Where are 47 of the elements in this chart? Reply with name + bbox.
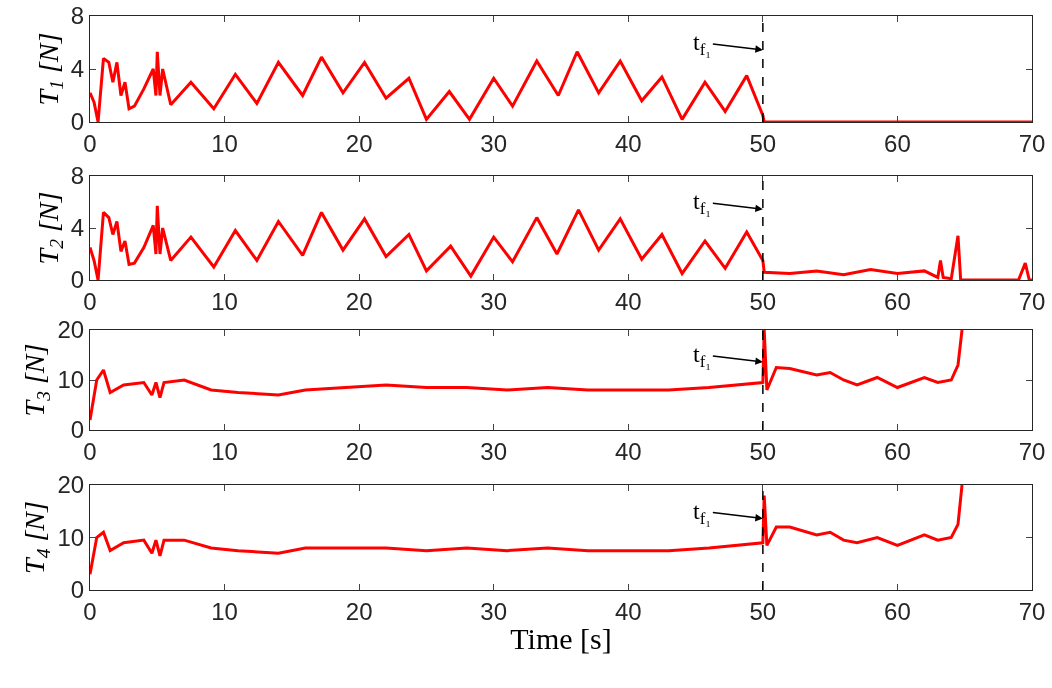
x-tick-label: 20 — [345, 129, 373, 157]
y-tick-label: 0 — [70, 416, 85, 444]
x-tick-label: 30 — [480, 437, 508, 465]
x-tick-label: 50 — [749, 287, 777, 315]
x-tick-label: 70 — [1018, 597, 1046, 625]
x-tick-label: 70 — [1018, 287, 1046, 315]
x-tick-label: 70 — [1018, 437, 1046, 465]
ref-line-label: t$_{f₁}$ — [693, 341, 712, 372]
y-tick-label: 0 — [70, 108, 85, 136]
y-tick-label: 10 — [57, 366, 85, 394]
x-tick-label: 60 — [884, 437, 911, 465]
x-tick-label: 30 — [480, 287, 508, 315]
x-tick-label: 50 — [749, 437, 777, 465]
x-tick-label: 10 — [211, 129, 238, 157]
ref-line-label: t$_{f₁}$ — [693, 188, 712, 219]
x-tick-label: 40 — [614, 437, 642, 465]
y-tick-label: 20 — [57, 471, 85, 499]
x-axis-title: Time [s] — [510, 622, 612, 656]
x-tick-label: 40 — [614, 129, 642, 157]
y-tick-label: 0 — [70, 576, 85, 604]
y-tick-label: 4 — [70, 55, 85, 83]
x-tick-label: 10 — [211, 287, 238, 315]
y-tick-label: 8 — [70, 162, 85, 190]
line-series — [90, 330, 964, 422]
x-tick-label: 30 — [480, 597, 508, 625]
x-tick-label: 20 — [345, 287, 373, 315]
x-tick-label: 20 — [345, 437, 373, 465]
y-tick-label: 0 — [70, 266, 85, 294]
ref-line-label: t$_{f₁}$ — [693, 29, 712, 60]
x-tick-label: 20 — [345, 597, 373, 625]
y-tick-label: 20 — [57, 316, 85, 344]
x-tick-label: 40 — [614, 597, 642, 625]
x-tick-label: 50 — [749, 129, 777, 157]
y-tick-label: 8 — [70, 2, 85, 30]
y-tick-label: 4 — [70, 214, 85, 242]
line-series — [90, 485, 964, 576]
x-tick-label: 50 — [749, 597, 777, 625]
x-tick-label: 70 — [1018, 129, 1046, 157]
x-tick-label: 10 — [211, 597, 238, 625]
x-tick-label: 30 — [480, 129, 508, 157]
x-tick-label: 10 — [211, 437, 238, 465]
x-tick-label: 40 — [614, 287, 642, 315]
x-tick-label: 60 — [884, 287, 911, 315]
y-tick-label: 10 — [57, 523, 85, 551]
x-tick-label: 60 — [884, 129, 911, 157]
x-tick-label: 60 — [884, 597, 911, 625]
ref-line-label: t$_{f₁}$ — [693, 498, 712, 529]
